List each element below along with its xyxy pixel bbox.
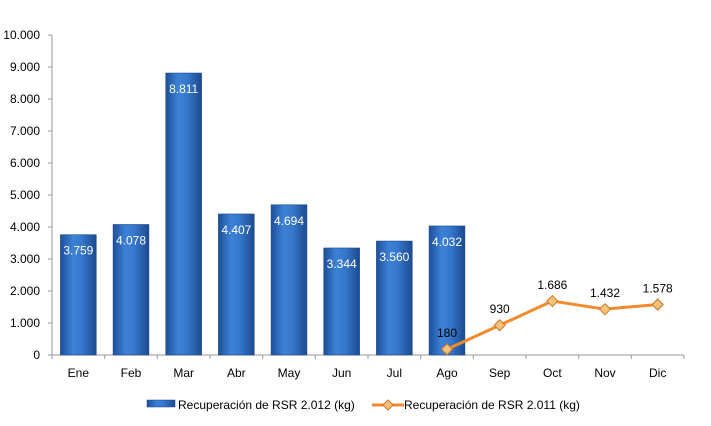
x-tick-label: Mar	[173, 366, 194, 380]
y-tick-label: 2.000	[10, 284, 40, 298]
line-series	[440, 294, 664, 356]
legend-line-marker	[382, 399, 394, 411]
bar	[112, 224, 150, 356]
bar	[323, 247, 360, 356]
y-tick-label: 3.000	[10, 252, 40, 266]
line-data-label: 930	[490, 302, 510, 316]
bar-data-label: 4.694	[274, 214, 304, 228]
line-data-label: 1.578	[643, 282, 673, 296]
bar	[60, 234, 97, 356]
line-data-label: 1.432	[590, 286, 620, 300]
bar	[270, 204, 308, 356]
y-tick-label: 1.000	[10, 316, 40, 330]
bar-data-label: 4.032	[432, 235, 462, 249]
x-tick-label: Oct	[543, 366, 562, 380]
line-point	[493, 319, 506, 332]
y-tick-label: 10.000	[3, 28, 40, 42]
x-tick-label: Dic	[649, 366, 666, 380]
bar-data-label: 3.560	[379, 250, 409, 264]
bar	[165, 72, 202, 356]
line-point	[546, 294, 559, 308]
line-point	[440, 343, 454, 356]
y-tick-label: 4.000	[10, 220, 40, 234]
line-data-label: 1.686	[537, 278, 567, 292]
y-tick-label: 9.000	[10, 60, 40, 74]
bar-data-label: 4.407	[221, 223, 251, 237]
line-point	[598, 302, 612, 316]
legend-bar-swatch	[146, 399, 176, 408]
legend-label-2011: Recuperación de RSR 2.011 (kg)	[404, 398, 580, 412]
bar-data-label: 4.078	[116, 234, 146, 248]
x-tick-label: May	[278, 366, 301, 380]
y-tick-label: 0	[33, 348, 40, 362]
bar	[376, 240, 413, 356]
bar	[218, 213, 255, 356]
line-point	[651, 298, 664, 311]
x-tick-label: Abr	[227, 366, 246, 380]
bar-data-label: 3.344	[327, 257, 357, 271]
x-tick-label: Jun	[332, 366, 351, 380]
series-line	[446, 299, 658, 351]
y-tick-label: 6.000	[10, 156, 40, 170]
x-tick-label: Ago	[436, 366, 458, 380]
x-tick-label: Ene	[68, 366, 90, 380]
bar-data-label: 3.759	[63, 244, 93, 258]
bar-data-label: 8.811	[169, 82, 198, 96]
bar	[428, 225, 466, 356]
x-tick-label: Jul	[387, 366, 402, 380]
x-tick-label: Nov	[594, 366, 615, 380]
bar-series	[60, 72, 466, 356]
y-tick-label: 7.000	[10, 124, 40, 138]
legend: Recuperación de RSR 2.012 (kg) Recuperaci…	[146, 398, 580, 412]
data-labels: 3.759 4.078 8.811 4.407 4.694 3.344 3.560 4.032…	[63, 82, 673, 340]
x-tick-label: Sep	[489, 366, 511, 380]
line-data-label: 180	[437, 326, 457, 340]
x-tick-label: Feb	[121, 366, 142, 380]
legend-label-2012: Recuperación de RSR 2.012 (kg)	[178, 398, 355, 412]
axes: 0 1.000 2.000 3.000 4.000 5.000 6.000 7.000 8.00…	[3, 28, 685, 380]
y-tick-label: 5.000	[10, 188, 40, 202]
y-tick-label: 8.000	[10, 92, 40, 106]
